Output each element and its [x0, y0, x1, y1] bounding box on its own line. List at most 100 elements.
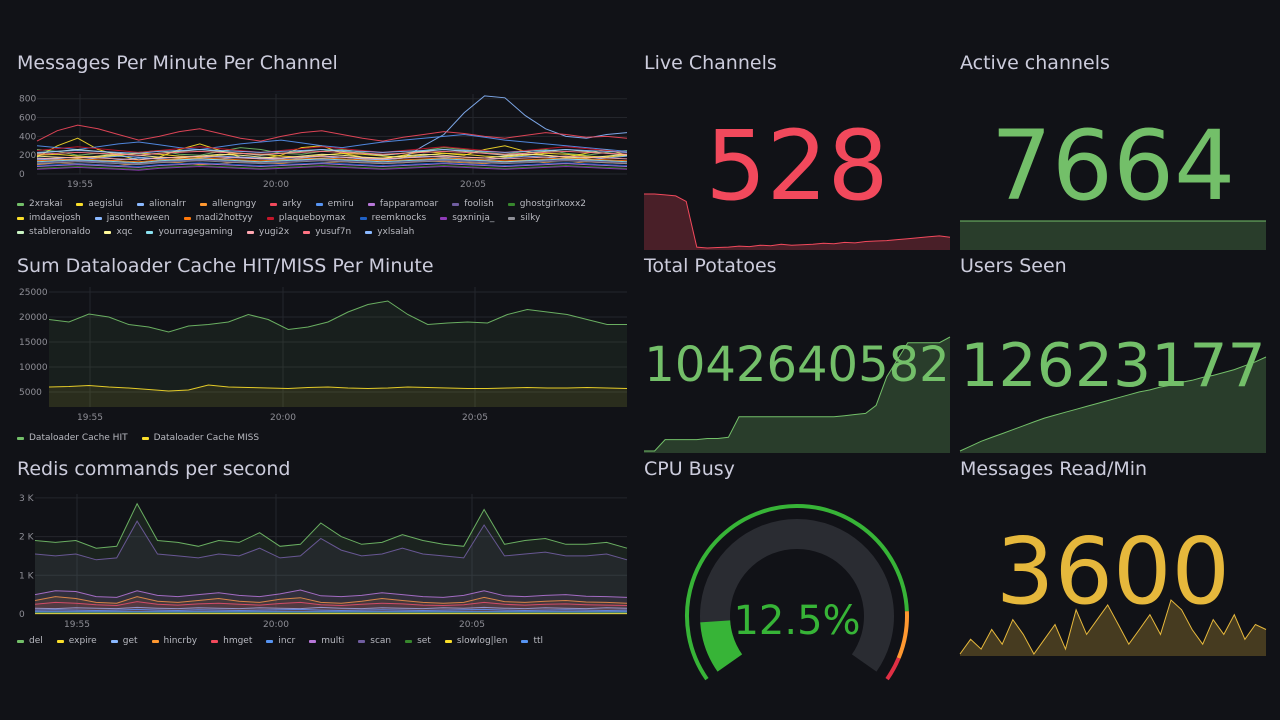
legend-swatch — [17, 216, 24, 220]
x-tick-label: 19:55 — [77, 413, 103, 423]
legend-item-get[interactable]: get — [110, 636, 138, 646]
series-line-madi2hottyy[interactable] — [36, 157, 628, 163]
legend-item-madi2hottyy[interactable]: madi2hottyy — [183, 213, 253, 223]
gauge-track — [700, 519, 894, 672]
panel-title[interactable]: Users Seen — [960, 255, 1067, 277]
legend-item-incr[interactable]: incr — [266, 636, 295, 646]
panel-title[interactable]: Messages Read/Min — [960, 458, 1148, 480]
series-line-yxlsalah[interactable] — [36, 148, 628, 154]
series-line-ghostgirlxoxx2[interactable] — [36, 164, 628, 170]
legend-item-yxlsalah[interactable]: yxlsalah — [365, 227, 414, 237]
legend-label: ghostgirlxoxx2 — [519, 199, 587, 209]
legend-item-sgxninja[interactable]: sgxninja_ — [440, 213, 494, 223]
legend-item-arky[interactable]: arky — [270, 199, 302, 209]
legend-label: get — [122, 636, 138, 646]
panel-title[interactable]: Live Channels — [644, 52, 777, 74]
series-line-foolish[interactable] — [36, 159, 628, 165]
legend-item-dataloader-cache-miss[interactable]: Dataloader Cache MISS — [141, 433, 259, 443]
series-line-del[interactable] — [34, 502, 628, 549]
redis-commands-chart[interactable]: 0 1 K 2 K 3 K 19:55 20:00 20:05 — [17, 490, 629, 630]
panel-title[interactable]: Active channels — [960, 52, 1110, 74]
panel-title[interactable]: Messages Per Minute Per Channel — [17, 52, 338, 74]
panel-title[interactable]: Sum Dataloader Cache HIT/MISS Per Minute — [17, 255, 434, 277]
series-line-fapparamoar[interactable] — [36, 163, 628, 168]
series-line-arky[interactable] — [36, 124, 628, 142]
sparkline-line — [959, 356, 1267, 452]
legend-item-yourragegaming[interactable]: yourragegaming — [146, 227, 233, 237]
series-line-plaqueboymax[interactable] — [36, 146, 628, 153]
gauge-threshold-warn — [896, 611, 909, 659]
series-line-get[interactable] — [34, 606, 628, 610]
legend-swatch — [246, 230, 254, 234]
legend-swatch — [146, 230, 154, 234]
messages-per-minute-chart[interactable]: 0 200 400 600 800 19:55 20:00 20:05 — [17, 90, 629, 190]
legend-item-foolish[interactable]: foolish — [452, 199, 494, 209]
legend-item-hmget[interactable]: hmget — [211, 636, 252, 646]
legend-item-2xrakai[interactable]: 2xrakai — [17, 199, 62, 209]
legend-label: Dataloader Cache HIT — [29, 433, 128, 443]
legend-item-aegislui[interactable]: aegislui — [76, 199, 123, 209]
live-channels-sparkline — [644, 193, 951, 250]
series-line-yusuf7n[interactable] — [36, 150, 628, 156]
series-line-hmget[interactable] — [34, 601, 628, 607]
legend-item-expire[interactable]: expire — [56, 636, 97, 646]
legend-item-multi[interactable]: multi — [309, 636, 344, 646]
legend-item-jasontheween[interactable]: jasontheween — [94, 213, 170, 223]
legend-item-hincrby[interactable]: hincrby — [151, 636, 198, 646]
legend-item-imdavejosh[interactable]: imdavejosh — [17, 213, 81, 223]
legend-item-scan[interactable]: scan — [358, 636, 391, 646]
legend-item-plaqueboymax[interactable]: plaqueboymax — [266, 213, 346, 223]
legend-label: jasontheween — [106, 213, 170, 223]
series-line-sgxninja[interactable] — [36, 165, 628, 171]
legend-item-yusuf7n[interactable]: yusuf7n — [303, 227, 351, 237]
legend-item-reemknocks[interactable]: reemknocks — [359, 213, 426, 223]
series-line-silky[interactable] — [36, 160, 628, 166]
legend-swatch — [94, 216, 102, 220]
series-line-emiru[interactable] — [36, 133, 628, 152]
panel-total-potatoes: Total Potatoes 1042640582 — [644, 255, 951, 453]
y-tick-label: 1 K — [19, 571, 35, 581]
series-line-yourragegaming[interactable] — [36, 158, 628, 164]
series-line-hincrby[interactable] — [34, 596, 628, 604]
cpu-busy-value: 12.5% — [733, 598, 861, 644]
legend-item-ghostgirlxoxx2[interactable]: ghostgirlxoxx2 — [507, 199, 587, 209]
legend-item-stableronaldo[interactable]: stableronaldo — [17, 227, 90, 237]
legend-item-xqc[interactable]: xqc — [104, 227, 132, 237]
legend-swatch — [309, 639, 317, 643]
series-line-yugi2x[interactable] — [36, 155, 628, 161]
sparkline-line — [644, 336, 951, 452]
panel-title[interactable]: Redis commands per second — [17, 458, 291, 480]
legend-item-allengngy[interactable]: allengngy — [200, 199, 256, 209]
panel-live-channels: Live Channels 528 — [644, 52, 951, 250]
legend-item-dataloader-cache-hit[interactable]: Dataloader Cache HIT — [17, 433, 128, 443]
legend-item-del[interactable]: del — [17, 636, 43, 646]
messages-per-minute-legend: 2xrakai aegislui alionalrr allengngy arky emi… — [17, 199, 617, 237]
legend-swatch — [367, 202, 375, 206]
legend-swatch — [110, 639, 118, 643]
panel-title[interactable]: Total Potatoes — [644, 255, 777, 277]
legend-item-slowlog-len[interactable]: slowlog|len — [444, 636, 507, 646]
series-line-scan[interactable] — [34, 520, 628, 561]
panel-cpu-busy: CPU Busy 12.5% — [644, 458, 950, 681]
series-line-alionalrr[interactable] — [36, 95, 628, 163]
series-line-dataloader-cache-miss[interactable] — [48, 384, 628, 392]
series-line-reemknocks[interactable] — [36, 162, 628, 168]
legend-item-alionalrr[interactable]: alionalrr — [137, 199, 186, 209]
series-line-dataloader-cache-hit[interactable] — [48, 300, 627, 333]
legend-item-silky[interactable]: silky — [508, 213, 540, 223]
series-line-multi[interactable] — [34, 589, 628, 598]
dataloader-cache-legend: Dataloader Cache HIT Dataloader Cache MIS… — [17, 433, 617, 443]
panel-title[interactable]: CPU Busy — [644, 458, 735, 480]
dataloader-cache-chart[interactable]: 5000 10000 15000 20000 25000 19:55 20:00 20:05 — [17, 283, 629, 423]
legend-label: hincrby — [163, 636, 198, 646]
y-tick-label: 400 — [19, 132, 36, 142]
legend-item-ttl[interactable]: ttl — [521, 636, 543, 646]
legend-item-fapparamoar[interactable]: fapparamoar — [367, 199, 438, 209]
series-line-incr[interactable] — [34, 608, 628, 612]
legend-item-yugi2x[interactable]: yugi2x — [246, 227, 289, 237]
legend-item-set[interactable]: set — [405, 636, 431, 646]
legend-item-emiru[interactable]: emiru — [315, 199, 354, 209]
legend-label: del — [29, 636, 43, 646]
legend-swatch — [151, 639, 159, 643]
legend-label: emiru — [327, 199, 354, 209]
